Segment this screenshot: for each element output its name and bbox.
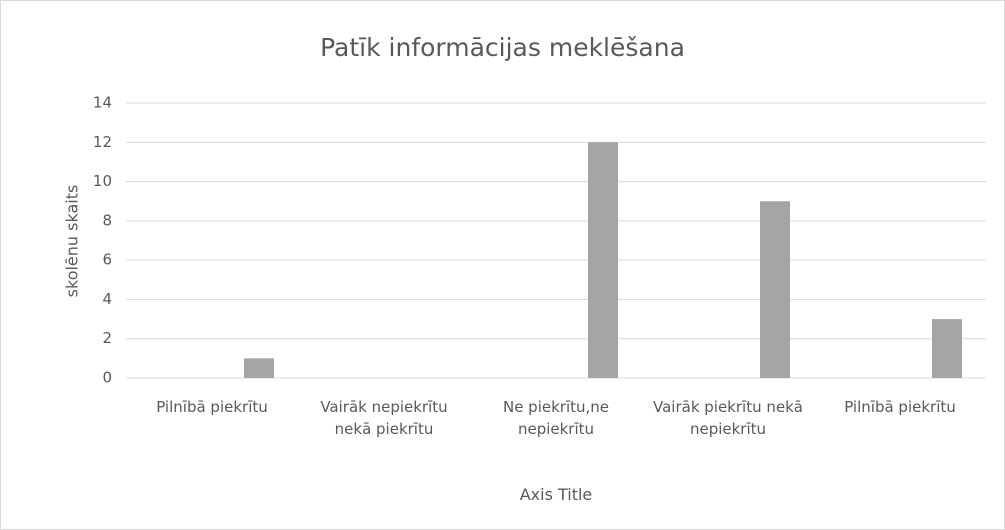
y-tick-label: 12 [93,133,112,151]
x-tick-label: Vairāk piekrītu nekā nepiekrītu [653,398,803,438]
bar [932,319,962,378]
y-tick-label: 4 [102,290,112,308]
y-tick-label: 6 [102,251,112,269]
bar [760,201,790,378]
bar [244,358,274,378]
y-tick-label: 8 [102,211,112,229]
y-tick-label: 0 [102,369,112,387]
x-tick-label: Pilnībā piekrītu [844,398,956,416]
y-tick-label: 10 [93,172,112,190]
y-axis-title: skolēnu skaits [63,185,82,298]
y-tick-label: 14 [93,94,112,112]
x-axis-title: Axis Title [519,485,593,504]
chart-title: Patīk informācijas meklēšana [320,33,685,62]
x-tick-label: Pilnībā piekrītu [156,398,268,416]
x-tick-label: Ne piekrītu,ne nepiekrītu [502,398,610,438]
bar [588,142,618,378]
y-tick-label: 2 [102,329,112,347]
x-tick-label: Vairāk nepiekrītu nekā piekrītu [320,398,448,438]
